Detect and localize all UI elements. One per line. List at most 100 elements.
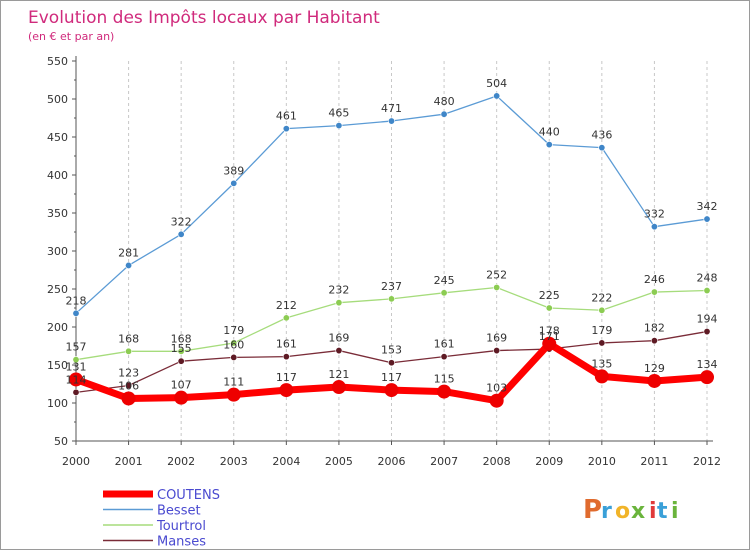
y-tick-label: 100: [47, 397, 68, 410]
data-label-manses: 194: [697, 313, 718, 326]
data-label-coutens: 107: [171, 379, 192, 392]
data-label-tourtrol: 212: [276, 299, 297, 312]
point-besset: [545, 141, 553, 149]
data-label-coutens: 129: [644, 362, 665, 375]
point-tourtrol: [387, 295, 395, 303]
logo-letter: i: [671, 499, 679, 524]
point-coutens: [69, 372, 83, 387]
point-tourtrol: [230, 339, 238, 347]
data-label-coutens: 178: [539, 325, 560, 338]
data-label-coutens: 134: [697, 358, 718, 371]
logo-letter: r: [601, 499, 612, 524]
data-label-manses: 171: [539, 330, 560, 343]
data-label-layer: 218 281 322 389 461 465 471 480 504 440 436 332 342 1…: [66, 77, 718, 395]
data-label-besset: 440: [539, 126, 560, 139]
point-besset: [703, 215, 711, 223]
point-manses: [703, 328, 711, 336]
logo-letter: P: [583, 495, 602, 525]
data-label-coutens: 115: [434, 373, 455, 386]
y-tick-label: 300: [47, 245, 68, 258]
y-tick-label: 250: [47, 283, 68, 296]
data-label-tourtrol: 225: [539, 289, 560, 302]
data-label-coutens: 117: [381, 371, 402, 384]
data-label-manses: 182: [644, 322, 665, 335]
point-besset: [282, 125, 290, 133]
point-tourtrol: [335, 299, 343, 307]
x-tick-label: 2007: [430, 455, 458, 468]
logo-letter: x: [631, 499, 645, 524]
x-tick-label: 2011: [640, 455, 668, 468]
point-manses: [493, 347, 501, 355]
data-label-manses: 169: [486, 332, 507, 345]
data-label-besset: 322: [171, 215, 192, 228]
data-label-tourtrol: 252: [486, 268, 507, 281]
point-coutens: [437, 384, 452, 399]
y-tick-label: 500: [47, 93, 68, 106]
legend-label-manses: Manses: [157, 535, 206, 550]
point-manses: [230, 353, 238, 361]
x-tick-label: 2009: [535, 455, 563, 468]
data-label-manses: 161: [276, 338, 297, 351]
point-manses: [387, 359, 395, 367]
logo-letter: o: [615, 499, 630, 524]
point-tourtrol: [177, 347, 185, 355]
point-besset: [125, 261, 133, 269]
point-manses: [72, 388, 80, 396]
point-coutens: [121, 391, 136, 406]
point-coutens: [647, 373, 662, 388]
data-label-besset: 389: [223, 164, 244, 177]
x-tick-label: 2001: [115, 455, 143, 468]
data-label-besset: 465: [328, 107, 349, 120]
x-tick-label: 2004: [272, 455, 300, 468]
x-tick-label: 2012: [693, 455, 721, 468]
point-tourtrol: [545, 304, 553, 312]
point-manses: [650, 337, 658, 345]
point-tourtrol: [703, 287, 711, 295]
data-label-besset: 332: [644, 208, 665, 221]
point-coutens: [700, 370, 714, 385]
point-besset: [177, 230, 185, 238]
data-label-coutens: 117: [276, 371, 297, 384]
chart-subtitle: (en € et par an): [28, 30, 114, 43]
data-label-tourtrol: 179: [223, 324, 244, 337]
point-manses: [440, 353, 448, 361]
point-tourtrol: [650, 288, 658, 296]
data-label-tourtrol: 157: [66, 341, 87, 354]
point-coutens: [489, 393, 504, 408]
point-besset: [440, 110, 448, 118]
data-label-manses: 169: [328, 332, 349, 345]
proxiti-logo: Pr o x i t i: [583, 495, 679, 525]
data-label-tourtrol: 168: [171, 332, 192, 345]
data-label-manses: 161: [434, 338, 455, 351]
x-tick-label: 2000: [62, 455, 90, 468]
data-label-besset: 461: [276, 110, 297, 123]
series-layer: [69, 92, 714, 408]
y-tick-label: 200: [47, 321, 68, 334]
point-tourtrol: [72, 356, 80, 364]
point-manses: [125, 382, 133, 390]
point-besset: [493, 92, 501, 100]
data-label-besset: 218: [66, 294, 87, 307]
data-label-manses: 123: [118, 367, 139, 380]
point-manses: [282, 353, 290, 361]
data-label-tourtrol: 248: [697, 272, 718, 285]
legend-label-besset: Besset: [157, 504, 201, 519]
data-label-coutens: 131: [66, 360, 87, 373]
point-manses: [598, 339, 606, 347]
logo-letter: t: [657, 499, 668, 524]
point-besset: [598, 144, 606, 152]
y-tick-label: 50: [54, 435, 68, 448]
data-label-besset: 480: [434, 95, 455, 108]
point-besset: [387, 117, 395, 125]
point-tourtrol: [440, 289, 448, 297]
y-tick-label: 400: [47, 169, 68, 182]
logo-letter: i: [649, 499, 657, 524]
data-label-besset: 436: [591, 129, 612, 142]
y-tick-label: 450: [47, 131, 68, 144]
data-label-manses: 179: [591, 324, 612, 337]
point-tourtrol: [598, 306, 606, 314]
chart-title: Evolution des Impôts locaux par Habitant: [28, 8, 380, 28]
x-tick-label: 2006: [378, 455, 406, 468]
